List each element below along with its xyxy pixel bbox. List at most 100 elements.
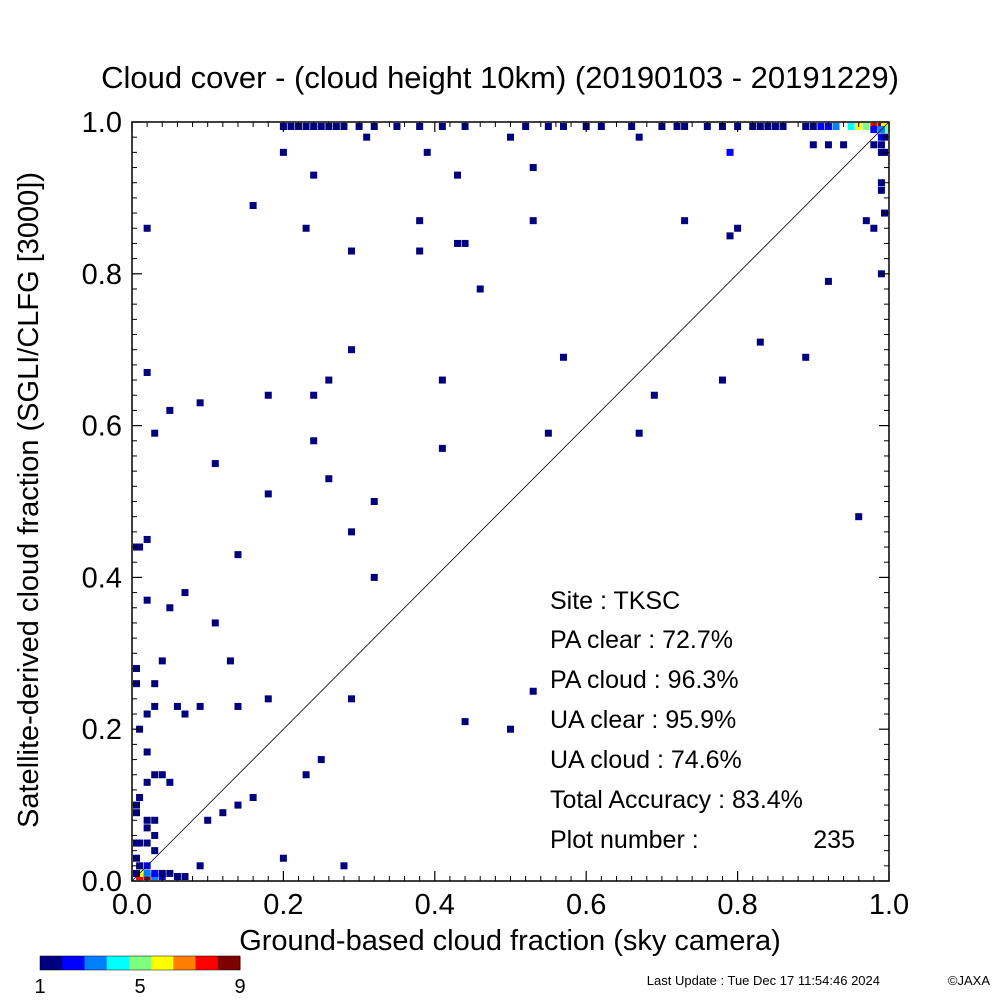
stat-site: Site : TKSC	[550, 587, 680, 615]
data-cell	[348, 247, 356, 255]
data-cell	[802, 353, 810, 361]
stat-plot-number-value: 235	[813, 826, 855, 854]
data-cell	[143, 224, 151, 232]
data-cell	[681, 123, 689, 130]
data-cell	[166, 604, 174, 612]
colorbar-gradient	[40, 956, 241, 970]
colorbar-segment	[195, 956, 219, 970]
copyright-text: ©JAXA	[948, 973, 990, 988]
x-tick-label: 0.6	[566, 889, 606, 921]
data-cell	[143, 816, 151, 824]
data-cell	[529, 164, 537, 172]
data-cell	[310, 437, 318, 445]
data-cell	[877, 186, 885, 194]
colorbar-segment	[151, 956, 174, 970]
data-cell	[181, 589, 189, 597]
data-cell	[181, 873, 189, 880]
data-cell	[211, 619, 219, 627]
x-tick-label: 1.0	[869, 889, 909, 921]
data-cell	[734, 224, 742, 232]
data-cell	[756, 338, 764, 346]
data-cell	[802, 123, 810, 130]
data-cell	[151, 680, 159, 688]
data-cell	[151, 847, 159, 855]
data-cell	[416, 217, 424, 225]
data-cell	[756, 123, 764, 130]
y-tick-label: 0.6	[82, 411, 122, 443]
data-cell	[133, 869, 140, 877]
colorbar-segment	[40, 956, 63, 970]
x-axis-label: Ground-based cloud fraction (sky camera)	[239, 925, 781, 957]
data-cell	[348, 346, 356, 354]
data-cell	[151, 702, 159, 710]
data-cell	[454, 171, 462, 179]
stat-ua-clear: UA clear : 95.9%	[550, 706, 736, 734]
data-cell	[325, 475, 333, 483]
data-cell	[438, 123, 446, 130]
y-tick-label: 0.8	[82, 259, 122, 291]
data-cell	[718, 376, 726, 384]
data-cell	[559, 123, 567, 130]
data-cell	[133, 854, 140, 862]
data-cell	[681, 217, 689, 225]
data-cell	[726, 232, 734, 240]
data-cell	[824, 141, 832, 149]
data-cell	[817, 123, 825, 130]
x-tick-label: 0.4	[415, 889, 455, 921]
data-cell	[204, 816, 212, 824]
data-cell	[393, 123, 401, 130]
data-cell	[166, 406, 174, 414]
data-cell	[143, 748, 151, 756]
last-update-text: Last Update : Tue Dec 17 11:54:46 2024	[647, 973, 880, 988]
x-tick-label: 0.8	[717, 889, 757, 921]
colorbar-frame	[39, 955, 241, 971]
data-cell	[461, 718, 469, 726]
stats-panel: Site : TKSC PA clear : 72.7% PA cloud : …	[550, 587, 855, 854]
data-cell	[264, 490, 272, 498]
stat-pa-clear: PA clear : 72.7%	[550, 626, 733, 654]
data-cell	[279, 854, 287, 862]
data-cell	[264, 391, 272, 399]
data-cell	[211, 460, 219, 468]
data-cell	[136, 862, 144, 870]
data-cell	[166, 869, 174, 877]
data-cell	[143, 368, 151, 376]
data-cell	[340, 862, 348, 870]
data-cell	[143, 839, 151, 847]
data-cell	[877, 141, 885, 149]
data-cell	[196, 702, 204, 710]
y-tick-label: 0.4	[82, 562, 122, 594]
x-tick-label: 0.2	[263, 889, 303, 921]
stat-pa-cloud: PA cloud : 96.3%	[550, 666, 739, 694]
data-cell	[726, 148, 734, 156]
colorbar-segment	[217, 956, 241, 970]
data-cell	[824, 277, 832, 285]
data-cell	[133, 809, 140, 817]
data-cell	[635, 429, 643, 437]
data-cell	[136, 543, 144, 551]
data-cell	[158, 657, 166, 665]
data-cell	[234, 551, 242, 559]
data-cell	[847, 123, 855, 130]
data-cell	[840, 141, 848, 149]
data-cell	[438, 444, 446, 452]
data-cell	[219, 809, 227, 817]
data-cell	[173, 702, 181, 710]
x-tick-label: 0.0	[112, 889, 152, 921]
colorbar-label-mid: 5	[134, 976, 145, 998]
data-cell	[476, 285, 484, 293]
data-cell	[650, 391, 658, 399]
data-cell	[143, 869, 151, 877]
data-cell	[832, 123, 840, 130]
data-cell	[136, 839, 144, 847]
one-to-one-line	[131, 121, 890, 882]
data-cell	[302, 123, 310, 130]
data-cell	[234, 801, 242, 809]
data-cell	[317, 123, 325, 130]
data-cell	[143, 710, 151, 718]
data-cell	[855, 513, 863, 521]
data-cell	[226, 657, 234, 665]
colorbar-segment	[62, 956, 85, 970]
data-cell	[870, 141, 878, 149]
